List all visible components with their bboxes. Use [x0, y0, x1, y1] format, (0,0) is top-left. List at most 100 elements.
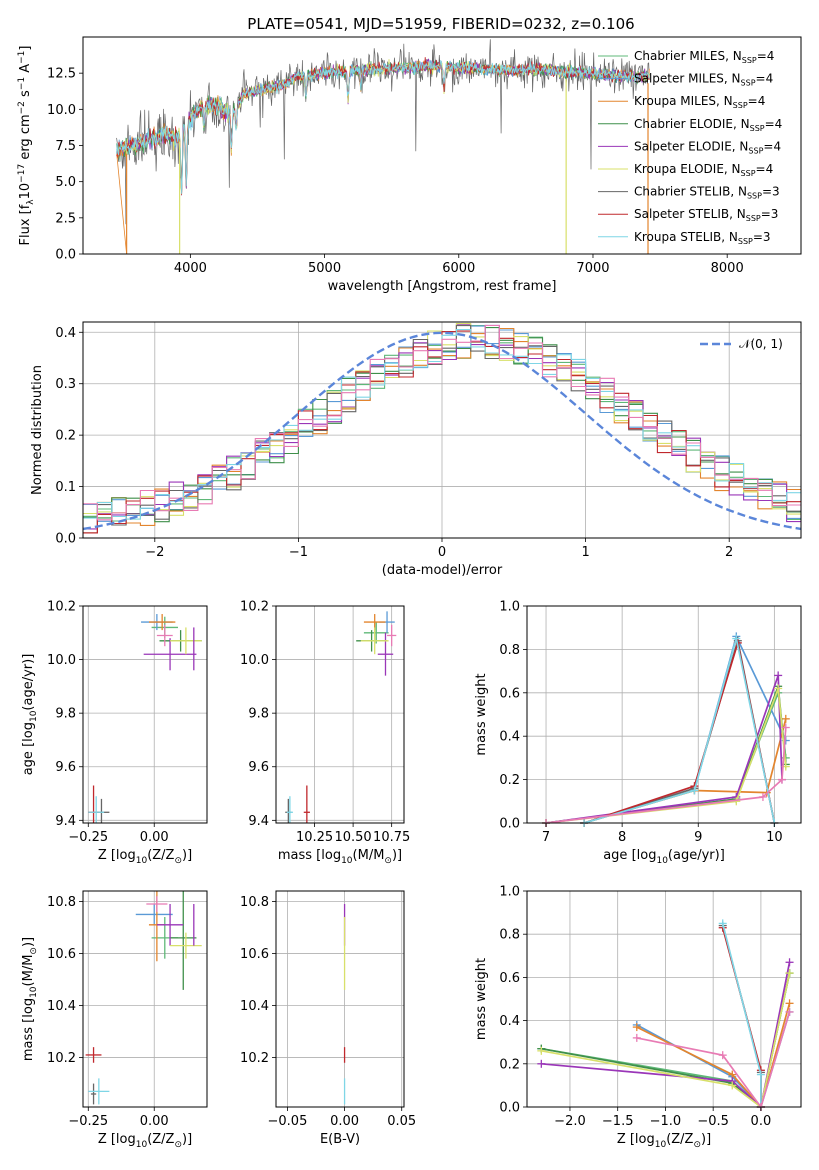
legend-label-name: Kroupa STELIB, N: [634, 230, 738, 244]
y-tick-label: 0.6: [499, 686, 520, 701]
y-tick-label: 10.2: [240, 600, 269, 615]
legend-label-suffix: =4: [763, 139, 781, 153]
x-axis-label-part: age [log: [603, 848, 656, 863]
y-axis-label: mass weight: [474, 673, 489, 755]
y-tick-label: 10.0: [240, 653, 269, 668]
legend-label-suffix: =3: [761, 207, 779, 221]
x-tick-label: −2.0: [554, 1114, 586, 1129]
y-tick-label: 10.8: [240, 895, 269, 910]
y-axis-label-part: −17: [17, 164, 27, 183]
x-axis-label-part: (Z/Z: [666, 1132, 693, 1147]
legend-label-name: Chabrier MILES, N: [634, 49, 742, 63]
x-tick-label: 0.05: [387, 1114, 416, 1129]
y-axis-label-part: A: [18, 64, 33, 77]
x-tick-label: 0: [438, 545, 446, 560]
legend-label-sub: SSP: [738, 237, 753, 246]
x-tick-label: −1.0: [650, 1114, 682, 1129]
y-axis-label-part: 10: [18, 183, 33, 200]
y-tick-label: 9.4: [55, 814, 76, 829]
y-tick-label: 0.0: [55, 532, 76, 547]
y-tick-label: 0.4: [55, 326, 76, 341]
axes-frame: [82, 605, 208, 824]
y-tick-label: 0.0: [499, 1101, 520, 1116]
y-axis-label-part: age [log: [21, 722, 36, 775]
y-tick-label: 10.2: [47, 600, 76, 615]
x-tick-label: −0.5: [697, 1114, 729, 1129]
legend-label-name: Salpeter MILES, N: [634, 72, 741, 86]
axes-frame: [526, 605, 802, 824]
figure-title: PLATE=0541, MJD=51959, FIBERID=0232, z=0…: [247, 15, 634, 33]
legend-label-name: Salpeter STELIB, N: [634, 207, 746, 221]
x-tick-label: −0.25: [68, 830, 108, 845]
x-axis-label: Z [log10(Z/Z⊙)]: [98, 1132, 192, 1150]
x-axis-label-part: )]: [182, 848, 192, 863]
axes-frame: [275, 890, 405, 1108]
y-tick-label: 10.4: [47, 999, 76, 1014]
y-tick-label: 7.5: [55, 139, 76, 154]
y-tick-label: 0.2: [499, 1057, 520, 1072]
x-tick-label: 8000: [711, 261, 744, 276]
x-axis-label-part: )]: [392, 848, 402, 863]
legend-label-sub: SSP: [742, 56, 757, 65]
y-tick-label: 1.0: [499, 600, 520, 615]
x-tick-label: 6000: [442, 261, 475, 276]
y-axis-label-part: ]: [18, 46, 33, 51]
legend-label-sub: SSP: [741, 169, 756, 178]
y-axis-label-part: erg cm: [18, 114, 33, 163]
legend-label-name: Chabrier ELODIE, N: [634, 117, 750, 131]
legend-label-name: Kroupa MILES, N: [634, 94, 733, 108]
y-tick-label: 0.6: [499, 971, 520, 986]
y-axis-label-part: −2: [17, 101, 27, 114]
y-tick-label: 0.3: [55, 377, 76, 392]
x-axis-label-part: Z [log: [98, 1132, 136, 1147]
legend-label-sub: SSP: [750, 124, 765, 133]
x-axis-label-part: Z [log: [617, 1132, 655, 1147]
legend-label-suffix: =4: [757, 49, 775, 63]
x-axis-label: E(B-V): [320, 1132, 360, 1147]
y-tick-label: 5.0: [55, 175, 76, 190]
x-tick-label: 10.75: [373, 830, 410, 845]
y-tick-label: 0.4: [499, 1014, 520, 1029]
y-axis-label: mass [log10(M/M⊙)]: [21, 937, 39, 1061]
y-tick-label: 10.4: [240, 999, 269, 1014]
x-axis-label-part: (age/yr)]: [668, 848, 725, 863]
y-tick-label: 2.5: [55, 211, 76, 226]
x-tick-label: 2: [725, 545, 733, 560]
normal-legend-label: 𝒩(0, 1): [739, 337, 783, 351]
x-axis-label-part: ⊙: [693, 1140, 701, 1150]
x-axis-label-part: (Z/Z: [147, 848, 174, 863]
x-tick-label: 10: [766, 830, 783, 845]
y-tick-label: 0.8: [499, 643, 520, 658]
y-axis-label-part: 10: [29, 986, 39, 998]
x-axis-label-part: 10: [136, 856, 148, 866]
legend-label: Chabrier STELIB, NSSP=3: [634, 185, 780, 201]
y-axis-label-part: 10: [29, 710, 39, 722]
x-tick-label: −1.5: [602, 1114, 634, 1129]
x-axis-label-part: 10: [656, 856, 668, 866]
x-tick-label: −2: [145, 545, 164, 560]
legend-label-sub: SSP: [733, 101, 748, 110]
y-tick-label: 9.4: [248, 814, 269, 829]
x-axis-label-part: (M/M: [353, 848, 385, 863]
y-axis-label: age [log10(age/yr)]: [21, 654, 39, 776]
mass-weight-line: [636, 1011, 791, 1107]
mass-weight-line: [541, 962, 791, 1107]
mass-weight-line: [541, 972, 791, 1107]
x-tick-label: 7000: [576, 261, 609, 276]
y-tick-label: 10.6: [47, 947, 76, 962]
legend-label: Kroupa MILES, NSSP=4: [634, 94, 765, 110]
y-tick-label: 0.0: [55, 248, 76, 263]
y-axis-label-part: Flux [f: [18, 204, 33, 245]
mass-weight-line: [545, 727, 787, 823]
y-axis-label-part: λ: [26, 199, 36, 205]
y-axis-label-part: ⊙: [29, 947, 39, 955]
legend-label-suffix: =3: [762, 185, 780, 199]
x-axis-label-part: ⊙: [384, 856, 392, 866]
x-tick-label: 9: [694, 830, 702, 845]
x-axis-label-part: (Z/Z: [147, 1132, 174, 1147]
y-axis-label-part: −1: [17, 51, 27, 64]
legend-label-name: Chabrier STELIB, N: [634, 185, 747, 199]
y-tick-label: 1.0: [499, 885, 520, 900]
y-tick-label: 0.2: [55, 429, 76, 444]
